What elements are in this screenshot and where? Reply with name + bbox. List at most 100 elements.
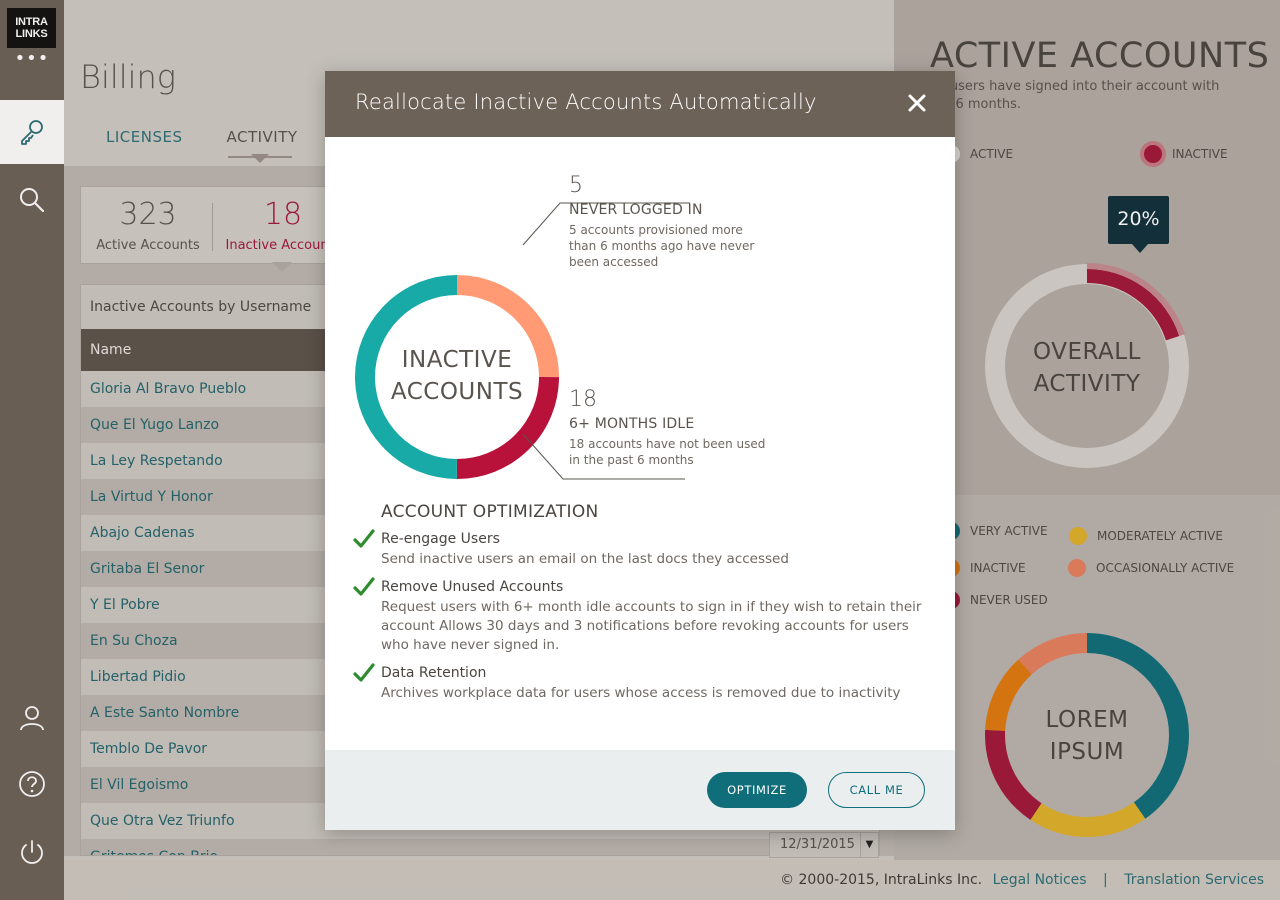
rail-item-help[interactable] [0, 752, 64, 816]
check-icon [353, 663, 375, 682]
callout-never-logged-in-desc: 5 accounts provisioned more than 6 month… [569, 223, 755, 269]
donut-center-label: INACTIVE ACCOUNTS [387, 344, 527, 408]
ring-segment-never-used [985, 633, 1189, 837]
optimization-title: ACCOUNT OPTIMIZATION [381, 502, 599, 522]
callout-leader-idle [522, 433, 685, 480]
callout-idle-count: 18 [569, 387, 597, 412]
lorem-ipsum-ring [985, 633, 1189, 837]
modal-header: Reallocate Inactive Accounts Automatical… [325, 71, 955, 137]
rail-item-search[interactable] [0, 168, 64, 232]
donut-segment-idle [355, 275, 559, 479]
footer: © 2000-2015, IntraLinks Inc. Legal Notic… [64, 860, 1280, 900]
ring-segment-occasionally-active [985, 633, 1189, 837]
rail-item-logout[interactable] [0, 820, 64, 884]
date-select-value: 12/31/2015 [780, 837, 855, 852]
legend-occasionally-active-label: OCCASIONALLY ACTIVE [1096, 561, 1235, 575]
translation-services-link[interactable]: Translation Services [1124, 872, 1264, 888]
search-icon [20, 188, 45, 213]
donut-center-label-1: INACTIVE [401, 347, 513, 373]
intralinks-logo[interactable]: INTRA LINKS [7, 8, 56, 48]
stat-inactive-label: Inactive Accounts [225, 238, 341, 253]
option-remove-unused-title: Remove Unused Accounts [381, 579, 564, 595]
stat-active-value: 323 [119, 197, 177, 232]
active-accounts-top [894, 0, 1280, 495]
option-data-retention-desc: Archives workplace data for users whose … [381, 685, 901, 701]
date-select[interactable]: 12/31/2015 ▼ [769, 832, 879, 858]
rail-item-billing[interactable] [0, 100, 64, 164]
legend-inactive-2-label: INACTIVE [970, 561, 1026, 575]
check-icon [353, 529, 375, 548]
stats-caret [272, 262, 292, 272]
tab-bar: LICENSES ACTIVITY [106, 128, 298, 146]
option-remove-unused-desc: Request users with 6+ month idle account… [381, 599, 922, 653]
legend-moderately-active-swatch [1069, 527, 1087, 545]
optimize-button[interactable]: OPTIMIZE [707, 772, 807, 808]
overall-activity-label: OVERALL ACTIVITY [1010, 336, 1164, 400]
panel-title: ACTIVE ACCOUNTS [930, 36, 1270, 76]
stat-active[interactable]: 323 Active Accounts [83, 187, 213, 253]
legal-notices-link[interactable]: Legal Notices [992, 872, 1087, 888]
footer-separator: | [1103, 872, 1108, 888]
lorem-ipsum-label-1: LOREM [1045, 707, 1129, 733]
rail-item-profile[interactable] [0, 686, 64, 750]
modal-title: Reallocate Inactive Accounts Automatical… [355, 90, 817, 114]
stat-divider [212, 203, 213, 251]
legend-occasionally-active-swatch [1068, 559, 1086, 577]
stat-active-label: Active Accounts [96, 238, 200, 253]
callout-leader-never-logged [522, 202, 690, 246]
legend-inactive-label: INACTIVE [1172, 147, 1228, 161]
stat-inactive[interactable]: 18 Inactive Accounts [218, 187, 348, 253]
call-me-button[interactable]: CALL ME [828, 772, 925, 808]
reallocate-modal: Reallocate Inactive Accounts Automatical… [325, 71, 955, 830]
tab-licenses[interactable]: LICENSES [106, 128, 183, 146]
help-icon [19, 771, 45, 797]
lorem-ipsum-label: LOREM IPSUM [1010, 704, 1164, 768]
tab-activity[interactable]: ACTIVITY [226, 128, 298, 146]
more-icon[interactable]: ••• [14, 48, 50, 69]
legend-active-label: ACTIVE [970, 147, 1014, 161]
legend-never-used-label: NEVER USED [970, 593, 1048, 607]
stat-inactive-value: 18 [263, 197, 303, 232]
callout-idle-title: 6+ MONTHS IDLE [569, 416, 695, 432]
overall-inactive-arc [1086, 269, 1180, 341]
user-icon [20, 706, 44, 731]
legend-occasionally-active: OCCASIONALLY ACTIVE [1068, 559, 1234, 577]
legend-inactive-swatch [1144, 145, 1162, 163]
lorem-ipsum-label-2: IPSUM [1049, 739, 1125, 765]
ring-segment-moderately-active [985, 633, 1189, 837]
legend-moderately-active: MODERATELY ACTIVE [1069, 527, 1223, 545]
legend-moderately-active-label: MODERATELY ACTIVE [1097, 529, 1223, 543]
donut-segment-remaining [355, 275, 559, 479]
option-reengage-title: Re-engage Users [381, 531, 500, 547]
overall-activity-label-2: ACTIVITY [1033, 371, 1141, 397]
copyright-text: © 2000-2015, IntraLinks Inc. [780, 872, 983, 888]
inactive-donut [355, 202, 690, 480]
legend-very-active-label: VERY ACTIVE [970, 524, 1048, 538]
option-reengage-desc: Send inactive users an email on the last… [381, 551, 789, 567]
modal-footer: OPTIMIZE CALL ME [325, 750, 955, 830]
page-title: Billing [80, 58, 176, 96]
callout-never-logged-in: 5 NEVER LOGGED IN 5 accounts provisioned… [569, 173, 809, 270]
key-icon [21, 120, 43, 145]
overall-activity-ring [985, 263, 1189, 468]
callout-never-logged-in-count: 5 [569, 173, 583, 198]
power-icon [21, 840, 43, 864]
tab-caret [251, 154, 269, 163]
logo-line-2: LINKS [15, 28, 48, 40]
donut-center-label-2: ACCOUNTS [390, 379, 524, 405]
callout-idle-desc: 18 accounts have not been used in the pa… [569, 437, 766, 467]
callout-idle: 18 6+ MONTHS IDLE 18 accounts have not b… [569, 387, 809, 468]
overall-activity-label-1: OVERALL [1033, 339, 1141, 365]
legend-inactive: INACTIVE [1144, 145, 1228, 163]
chevron-down-icon[interactable]: ▼ [860, 833, 878, 857]
logo-line-1: INTRA [15, 16, 48, 28]
left-nav-rail: INTRA LINKS ••• [0, 0, 64, 900]
table-row[interactable]: Gritemos Con Brio [81, 839, 879, 855]
close-icon[interactable] [905, 91, 929, 115]
callout-never-logged-in-title: NEVER LOGGED IN [569, 202, 703, 218]
check-icon [353, 577, 375, 596]
inactive-accounts-chart: INACTIVE ACCOUNTS 5 NEVER LOGGED IN 5 ac… [325, 137, 955, 497]
option-data-retention-title: Data Retention [381, 665, 487, 681]
overall-inactive-halo [1086, 263, 1185, 337]
inactive-percent-tooltip: 20% [1108, 196, 1169, 253]
